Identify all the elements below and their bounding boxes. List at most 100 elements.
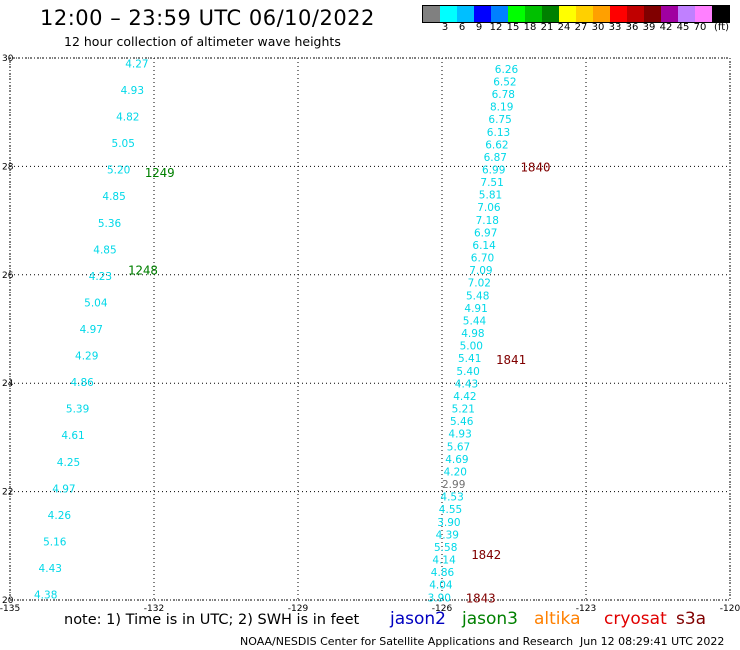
- wave-height-label: 4.43: [39, 563, 62, 575]
- wave-height-label: 4.43: [455, 378, 478, 390]
- legend-swatch: [423, 6, 440, 22]
- wave-height-label: 4.86: [70, 377, 94, 389]
- page-title: 12:00 – 23:59 UTC 06/10/2022: [40, 6, 375, 30]
- legend-label: 27: [574, 22, 588, 33]
- pass-time-label: 1840: [520, 159, 550, 174]
- wave-height-label: 4.26: [48, 510, 72, 522]
- legend-swatch: [491, 6, 508, 22]
- legend-label: 33: [608, 22, 622, 33]
- legend-swatch: [593, 6, 610, 22]
- note-text: note: 1) Time is in UTC; 2) SWH is in fe…: [64, 612, 360, 628]
- legend-swatch: [440, 6, 457, 22]
- wave-height-label: 5.21: [452, 404, 475, 416]
- wave-height-label: 4.27: [125, 58, 148, 70]
- wave-height-label: 4.93: [121, 85, 144, 97]
- legend-swatch: [695, 6, 712, 22]
- lon-tick-label: -123: [576, 604, 596, 614]
- wave-height-label: 4.91: [464, 303, 487, 315]
- wave-height-label: 5.44: [463, 315, 487, 327]
- lon-tick-label: -132: [144, 604, 164, 614]
- wave-height-label: 6.78: [492, 89, 515, 101]
- wave-height-label: 5.05: [112, 138, 135, 150]
- pass-time-label: 1249: [145, 165, 175, 180]
- wave-height-label: 6.52: [493, 76, 516, 88]
- wave-height-label: 5.20: [107, 165, 130, 177]
- wave-height-label: 7.18: [476, 215, 499, 227]
- footer-credit: NOAA/NESDIS Center for Satellite Applica…: [240, 635, 574, 648]
- wave-height-label: 5.39: [66, 404, 89, 416]
- pass-time-label: 1248: [128, 262, 158, 277]
- legend-label: 70: [693, 22, 707, 33]
- wave-height-label: 4.14: [432, 555, 456, 567]
- wave-height-label: 4.04: [429, 580, 453, 592]
- wave-height-label: 6.26: [495, 64, 519, 76]
- wave-height-label: 5.58: [434, 542, 457, 554]
- wave-height-label: 4.97: [80, 324, 103, 336]
- wave-height-label: 4.39: [436, 529, 459, 541]
- wave-height-label: 8.19: [490, 102, 513, 114]
- wave-height-label: 5.46: [450, 416, 474, 428]
- pass-time-label: 1842: [471, 547, 501, 562]
- wave-height-label: 5.16: [43, 536, 67, 548]
- wave-height-label: 4.86: [431, 567, 455, 579]
- wave-height-label: 7.02: [468, 278, 491, 290]
- legend-label: 36: [625, 22, 639, 33]
- wave-height-label: 2.99: [442, 479, 465, 491]
- satellite-s3a-label: s3a: [676, 609, 707, 629]
- legend-label: 30: [591, 22, 605, 33]
- pass-time-label: 1843: [466, 590, 496, 605]
- wave-height-label: 6.97: [474, 227, 497, 239]
- wave-height-label: 6.99: [482, 164, 505, 176]
- lat-tick-label: 28: [2, 162, 14, 172]
- legend-label: 24: [557, 22, 571, 33]
- lat-tick-label: 26: [2, 271, 14, 281]
- satellite-cryosat-label: cryosat: [604, 609, 667, 629]
- legend-swatch: [508, 6, 525, 22]
- legend-label: 42: [659, 22, 673, 33]
- page-subtitle: 12 hour collection of altimeter wave hei…: [64, 34, 341, 49]
- wave-height-label: 4.97: [52, 483, 75, 495]
- satellite-jason2-label: jason2: [390, 609, 446, 629]
- legend-label: 9: [475, 22, 483, 33]
- wave-height-label: 6.87: [484, 152, 507, 164]
- legend-unit: (ft): [714, 22, 730, 33]
- wave-height-label: 6.62: [485, 139, 508, 151]
- lat-tick-label: 20: [2, 596, 14, 606]
- wave-height-label: 5.48: [466, 290, 489, 302]
- legend-label: 6: [458, 22, 466, 33]
- legend-label: 21: [540, 22, 554, 33]
- wave-height-label: 7.51: [480, 177, 503, 189]
- legend-swatch: [627, 6, 644, 22]
- wave-height-label: 3.90: [428, 592, 451, 604]
- wave-height-label: 4.53: [440, 492, 463, 504]
- legend-swatch: [576, 6, 593, 22]
- legend-label: 12: [489, 22, 503, 33]
- wave-height-label: 6.70: [471, 253, 494, 265]
- wave-height-label: 4.23: [89, 271, 112, 283]
- wave-height-label: 4.93: [448, 429, 471, 441]
- wave-height-color-legend: [422, 5, 730, 23]
- wave-height-label: 4.38: [34, 590, 57, 602]
- lon-tick-label: -129: [288, 604, 309, 614]
- legend-swatch: [610, 6, 627, 22]
- legend-label: 3: [441, 22, 449, 33]
- wave-height-label: 4.20: [444, 466, 467, 478]
- wave-height-label: 4.61: [61, 430, 84, 442]
- wave-height-label: 4.85: [93, 244, 116, 256]
- pass-time-label: 1841: [496, 352, 526, 367]
- wave-height-label: 5.04: [84, 297, 108, 309]
- wave-height-label: 4.25: [57, 457, 80, 469]
- legend-swatch: [678, 6, 695, 22]
- footer-timestamp: Jun 12 08:29:41 UTC 2022: [580, 635, 725, 648]
- wave-height-label: 4.82: [116, 112, 139, 124]
- legend-swatch: [457, 6, 474, 22]
- wave-height-label: 6.13: [487, 127, 510, 139]
- lat-tick-label: 22: [2, 488, 13, 498]
- wave-height-label: 7.09: [469, 265, 492, 277]
- wave-height-label: 5.67: [447, 441, 470, 453]
- wave-height-label: 4.85: [102, 191, 125, 203]
- legend-label: 15: [506, 22, 520, 33]
- wave-height-label: 4.29: [75, 351, 98, 363]
- satellite-jason3-label: jason3: [462, 609, 518, 629]
- legend-swatch: [644, 6, 661, 22]
